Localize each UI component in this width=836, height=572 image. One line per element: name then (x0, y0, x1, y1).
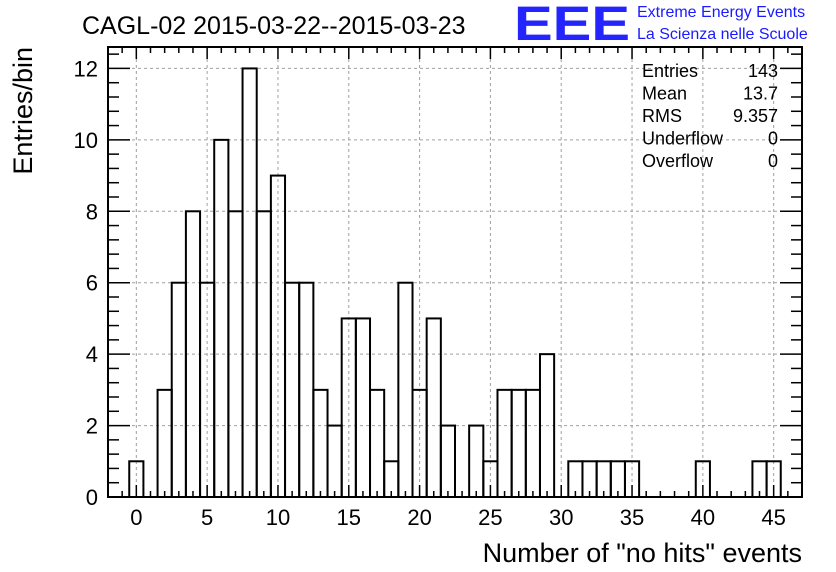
stat-label: Underflow (642, 129, 724, 149)
y-axis-title: Entries/bin (8, 47, 38, 175)
y-tick-label: 6 (86, 271, 98, 296)
bar (524, 388, 541, 499)
bar (369, 388, 386, 499)
bar (354, 317, 372, 498)
x-axis: 0 5 10 15 20 25 30 35 40 45 (107, 47, 803, 530)
x-tick-label: 20 (407, 505, 431, 530)
x-tick-label: 40 (691, 505, 715, 530)
bar (439, 424, 456, 499)
stat-value: 143 (748, 61, 778, 81)
chart-title: CAGL-02 2015-03-22--2015-03-23 (82, 12, 466, 40)
stat-value: 0 (768, 129, 778, 149)
logo-mark: EEE (514, 0, 630, 51)
x-axis-title: Number of "no hits" events (483, 538, 802, 568)
stat-label: RMS (642, 106, 682, 126)
stats-box: Entries 143 Mean 13.7 RMS 9.357 Underflow 0 Over… (642, 61, 778, 171)
stat-label: Mean (642, 84, 687, 104)
y-tick-label: 0 (86, 485, 98, 510)
bar (496, 388, 513, 499)
x-tick-label: 10 (266, 505, 290, 530)
y-tick-label: 4 (86, 342, 98, 367)
bar (468, 424, 485, 499)
bar (170, 281, 187, 499)
y-axis: 0 2 4 6 8 10 12 (74, 53, 802, 510)
logo-line-2: La Scienza nelle Scuole (637, 26, 808, 43)
logo: EEE Extreme Energy Events La Scienza nel… (514, 0, 808, 51)
bar (425, 317, 442, 498)
x-tick-label: 0 (130, 505, 142, 530)
x-tick-label: 30 (549, 505, 573, 530)
x-tick-label: 25 (478, 505, 502, 530)
y-tick-label: 8 (86, 199, 98, 224)
stat-label: Entries (642, 61, 698, 81)
bar (397, 281, 414, 499)
bar (298, 281, 315, 499)
stat-label: Overflow (642, 151, 714, 171)
plot-frame (107, 46, 803, 498)
stat-value: 13.7 (743, 84, 778, 104)
bar (510, 388, 527, 499)
stat-value: 9.357 (733, 106, 778, 126)
x-tick-label: 5 (201, 505, 213, 530)
y-tick-label: 2 (86, 414, 98, 439)
x-tick-label: 35 (620, 505, 644, 530)
stat-value: 0 (768, 151, 778, 171)
bar (284, 281, 301, 499)
logo-line-1: Extreme Energy Events (637, 4, 805, 21)
y-tick-label: 10 (74, 128, 98, 153)
bar (326, 424, 343, 499)
x-tick-label: 15 (337, 505, 361, 530)
x-tick-label: 45 (761, 505, 785, 530)
bar (213, 138, 230, 498)
bar (312, 388, 329, 499)
y-tick-label: 12 (74, 56, 98, 81)
bar (156, 388, 173, 499)
